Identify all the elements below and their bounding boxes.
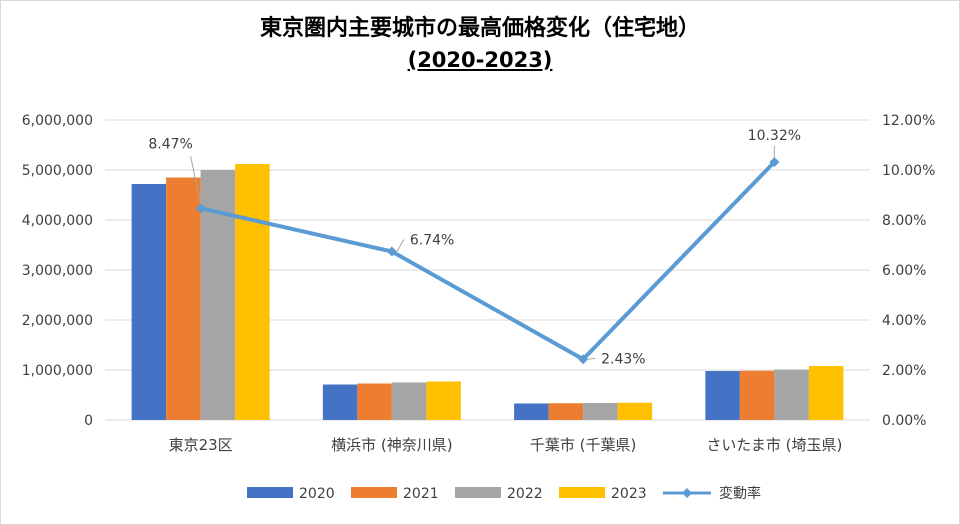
legend-swatch-2023 [559, 487, 605, 498]
legend-label: 変動率 [719, 485, 761, 502]
y-right-tick-label: 2.00% [882, 363, 926, 379]
bar-2023 [808, 366, 844, 420]
line-marker [769, 157, 780, 167]
y-left-tick-label: 1,000,000 [22, 363, 93, 379]
bar-2023 [235, 164, 270, 420]
y-left-tick-label: 3,000,000 [22, 263, 93, 279]
legend-swatch-2021 [351, 487, 397, 498]
legend-swatch-2022 [455, 487, 501, 498]
bar-2022 [774, 369, 809, 420]
x-category-label: 千葉市 (千葉県) [530, 436, 636, 454]
y-right-tick-label: 4.00% [882, 313, 926, 329]
y-right-tick-label: 8.00% [882, 213, 926, 229]
x-category-label: 横浜市 (神奈川県) [331, 436, 452, 454]
legend-label: 2021 [403, 486, 439, 502]
bar-2020 [705, 371, 740, 420]
legend-label: 2023 [611, 486, 647, 502]
legend-marker [682, 488, 692, 498]
bar-2023 [426, 381, 461, 420]
line-data-label: 2.43% [601, 351, 645, 367]
line-marker [578, 354, 589, 365]
bar-2021 [739, 370, 775, 420]
bar-2021 [548, 403, 584, 420]
line-marker [195, 203, 206, 214]
line-marker [386, 246, 397, 257]
x-category-label: 東京23区 [169, 436, 233, 454]
legend-label: 2022 [507, 486, 543, 502]
bar-2022 [391, 382, 427, 420]
line-data-label: 10.32% [748, 128, 801, 144]
y-left-tick-label: 4,000,000 [22, 213, 93, 229]
y-left-tick-label: 5,000,000 [22, 163, 93, 179]
data-label-leader [190, 156, 202, 205]
chart-title: 東京圏内主要城市の最高価格変化（住宅地） [259, 16, 700, 41]
data-label-leader [396, 239, 405, 252]
chart-subtitle: (2020-2023) [407, 48, 553, 72]
y-left-tick-label: 6,000,000 [22, 113, 93, 129]
bar-2020 [131, 184, 167, 420]
y-left-tick-label: 0 [84, 413, 93, 429]
y-left-tick-label: 2,000,000 [22, 313, 93, 329]
bar-2021 [357, 383, 392, 420]
bar-2022 [583, 403, 618, 420]
legend-label: 2020 [299, 486, 335, 502]
y-right-tick-label: 10.00% [882, 163, 935, 179]
bar-2020 [322, 384, 358, 420]
y-right-tick-label: 6.00% [882, 263, 926, 279]
bar-2021 [166, 177, 201, 420]
line-data-label: 6.74% [410, 233, 454, 249]
x-category-label: さいたま市 (埼玉県) [706, 436, 842, 454]
y-right-tick-label: 0.00% [882, 413, 926, 429]
data-label-leader [588, 357, 596, 360]
bar-2023 [617, 402, 653, 420]
y-right-tick-label: 12.00% [882, 113, 935, 129]
bar-2020 [514, 403, 549, 420]
line-data-label: 8.47% [148, 136, 192, 152]
legend-swatch-2020 [247, 487, 293, 498]
line-変動率 [200, 160, 776, 362]
